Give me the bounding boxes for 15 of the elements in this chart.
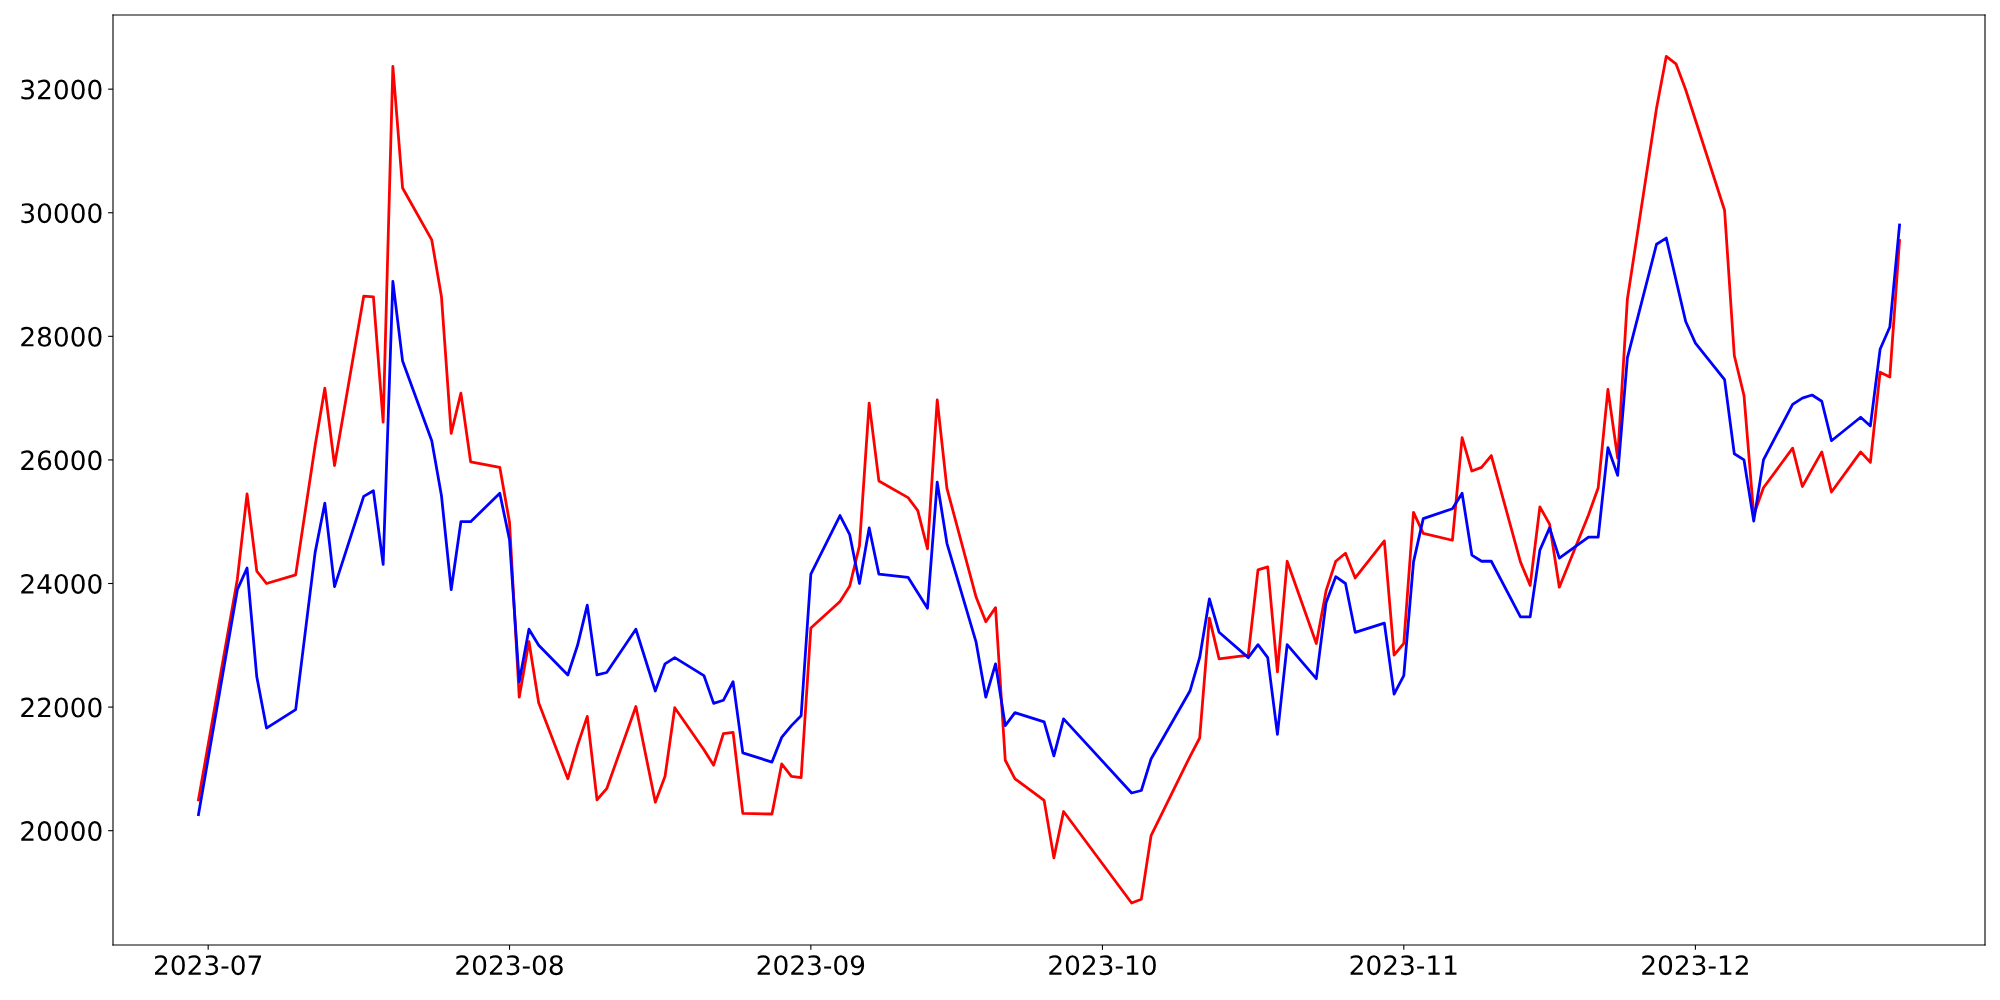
- line-series: [197, 223, 1901, 816]
- y-tick-label: 20000: [21, 821, 102, 842]
- x-tick-label: 2023-09: [757, 955, 865, 976]
- y-tick-label: 24000: [21, 573, 102, 594]
- x-tick-label: 2023-10: [1049, 955, 1156, 976]
- line-series: [197, 55, 1901, 905]
- y-tick-label: 30000: [21, 203, 102, 224]
- x-tick-label: 2023-11: [1350, 955, 1457, 976]
- x-tick-label: 2023-07: [154, 955, 262, 976]
- y-tick-label: 28000: [21, 326, 102, 347]
- y-tick-label: 32000: [21, 79, 102, 100]
- x-tick-label: 2023-12: [1642, 955, 1748, 976]
- y-tick-label: 26000: [21, 450, 102, 471]
- y-tick-label: 22000: [21, 697, 102, 718]
- x-tick-label: 2023-08: [456, 955, 563, 976]
